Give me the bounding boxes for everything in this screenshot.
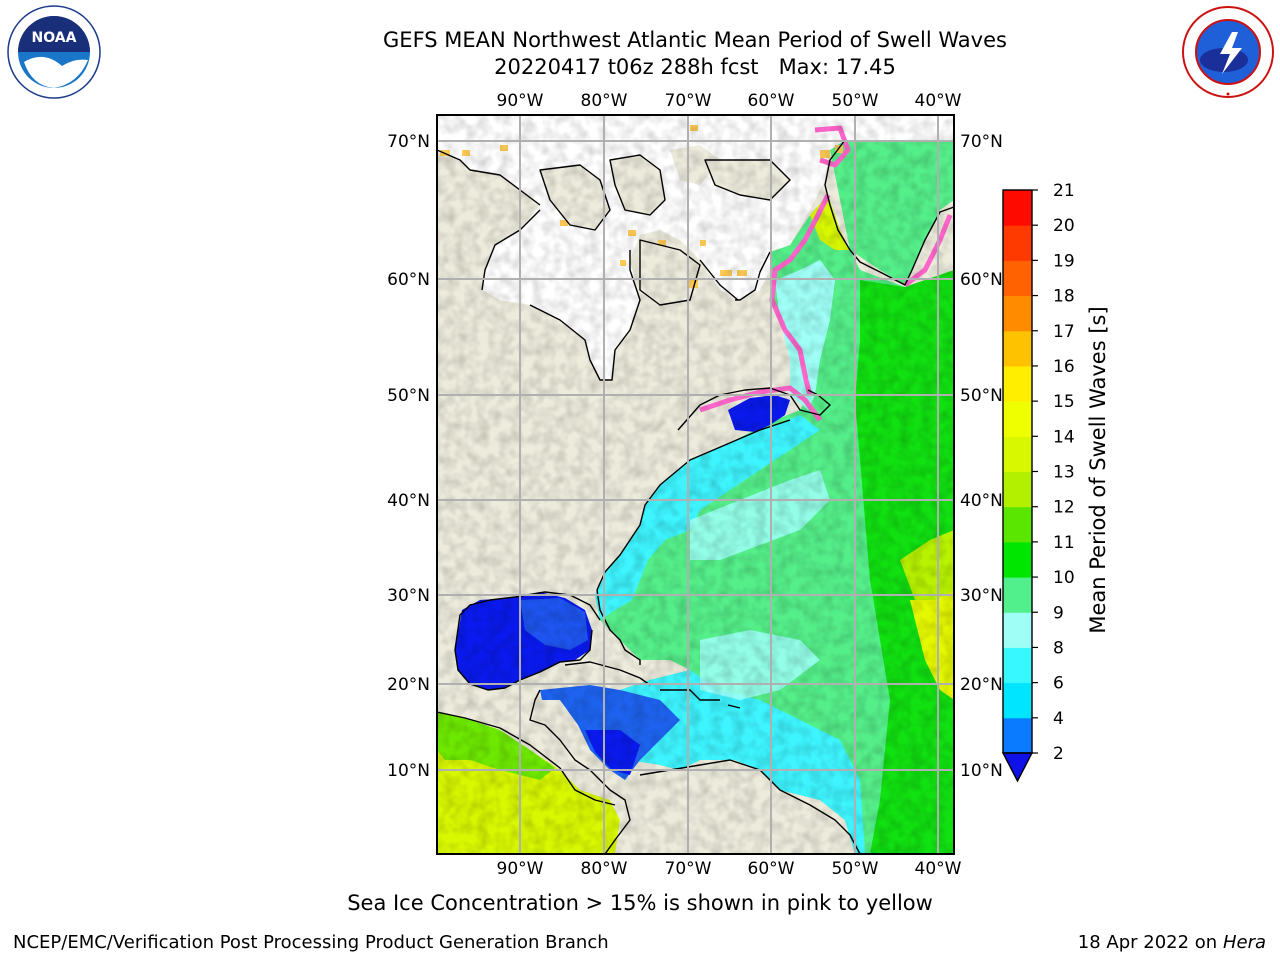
colorbar-tick-label: 14 [1053,427,1075,447]
colorbar-tick-label: 21 [1053,181,1075,201]
map-frame [436,114,955,855]
colorbar-segment [1003,225,1032,261]
colorbar-tick-label: 2 [1053,744,1064,764]
lat-label-left-50n: 50°N [387,386,430,406]
lat-label-left-20n: 20°N [387,675,430,695]
lon-label-bottom-90w: 90°W [497,859,544,879]
colorbar-segment [1003,260,1032,297]
lon-label-bottom-60w: 60°W [748,859,795,879]
colorbar-segment [1003,295,1032,332]
colorbar-segment [1003,612,1032,648]
lat-label-left-30n: 30°N [387,586,430,606]
footer-date-text: 18 Apr 2022 on [1077,932,1223,953]
colorbar-tick-label: 19 [1053,251,1075,271]
colorbar-tick-label: 13 [1053,463,1075,483]
coastlines [437,139,954,854]
lon-label-bottom-80w: 80°W [581,859,628,879]
lat-label-right-40n: 40°N [960,491,1003,511]
footer-credit: NCEP/EMC/Verification Post Processing Pr… [13,932,609,953]
colorbar-segment [1003,541,1032,578]
lat-label-right-30n: 30°N [960,586,1003,606]
lat-label-right-60n: 60°N [960,270,1003,290]
lat-label-right-20n: 20°N [960,675,1003,695]
lat-label-left-70n: 70°N [387,132,430,152]
colorbar-tick-label: 9 [1053,603,1064,623]
field-texture [437,115,954,854]
footer-host: Hera [1222,932,1266,953]
lat-label-left-10n: 10°N [387,761,430,781]
lon-label-top-70w: 70°W [665,91,712,111]
lon-label-bottom-50w: 50°W [832,859,879,879]
sea-ice-caption: Sea Ice Concentration > 15% is shown in … [347,891,933,915]
lat-label-right-50n: 50°N [960,386,1003,406]
colorbar-under-arrow [1001,752,1034,783]
lon-label-top-40w: 40°W [915,91,962,111]
lon-label-bottom-40w: 40°W [915,859,962,879]
chart-subtitle: 20220417 t06z 288h fcst Max: 17.45 [494,55,896,79]
colorbar-tick-label: 17 [1053,322,1075,342]
footer-date: 18 Apr 2022 on Hera [1078,932,1266,953]
colorbar-segment [1003,365,1032,402]
colorbar-tick-label: 8 [1053,638,1064,658]
lat-label-right-10n: 10°N [960,761,1003,781]
colorbar-segment [1003,330,1032,367]
colorbar-tick-label: 11 [1053,533,1075,553]
colorbar-segment [1003,577,1032,613]
lon-label-top-90w: 90°W [497,91,544,111]
colorbar: 2 4 6 8 9 10 11 12 13 14 15 16 17 18 19 20 21 [1001,181,1075,783]
colorbar-segment [1003,190,1032,226]
noaa-logo-text: NOAA [32,30,77,46]
colorbar-tick-label: 15 [1053,392,1075,412]
colorbar-segment [1003,506,1032,543]
noaa-logo: NOAA [7,5,101,99]
lat-label-left-40n: 40°N [387,491,430,511]
colorbar-tick-label: 6 [1053,674,1064,694]
colorbar-tick-label: 16 [1053,357,1075,377]
lat-label-left-60n: 60°N [387,270,430,290]
colorbar-tick-label: 4 [1053,709,1064,729]
nws-logo [1182,6,1274,98]
latitude-gridlines [437,140,954,771]
lon-label-top-60w: 60°W [748,91,795,111]
colorbar-segment [1003,717,1032,754]
colorbar-segment [1003,471,1032,508]
colorbar-tick-label: 20 [1053,216,1075,236]
colorbar-segment [1003,647,1032,684]
lon-label-bottom-70w: 70°W [665,859,712,879]
colorbar-label: Mean Period of Swell Waves [s] [1086,306,1110,634]
colorbar-tick-label: 18 [1053,287,1075,307]
colorbar-tick-label: 12 [1053,498,1075,518]
colorbar-segment [1003,401,1032,437]
lat-label-right-70n: 70°N [960,132,1003,152]
colorbar-segment [1003,436,1032,472]
colorbar-segment [1003,682,1032,719]
colorbar-tick-label: 10 [1053,568,1075,588]
lon-label-top-50w: 50°W [832,91,879,111]
chart-title: GEFS MEAN Northwest Atlantic Mean Period… [383,28,1007,52]
longitude-gridlines [519,115,939,854]
lon-label-top-80w: 80°W [581,91,628,111]
